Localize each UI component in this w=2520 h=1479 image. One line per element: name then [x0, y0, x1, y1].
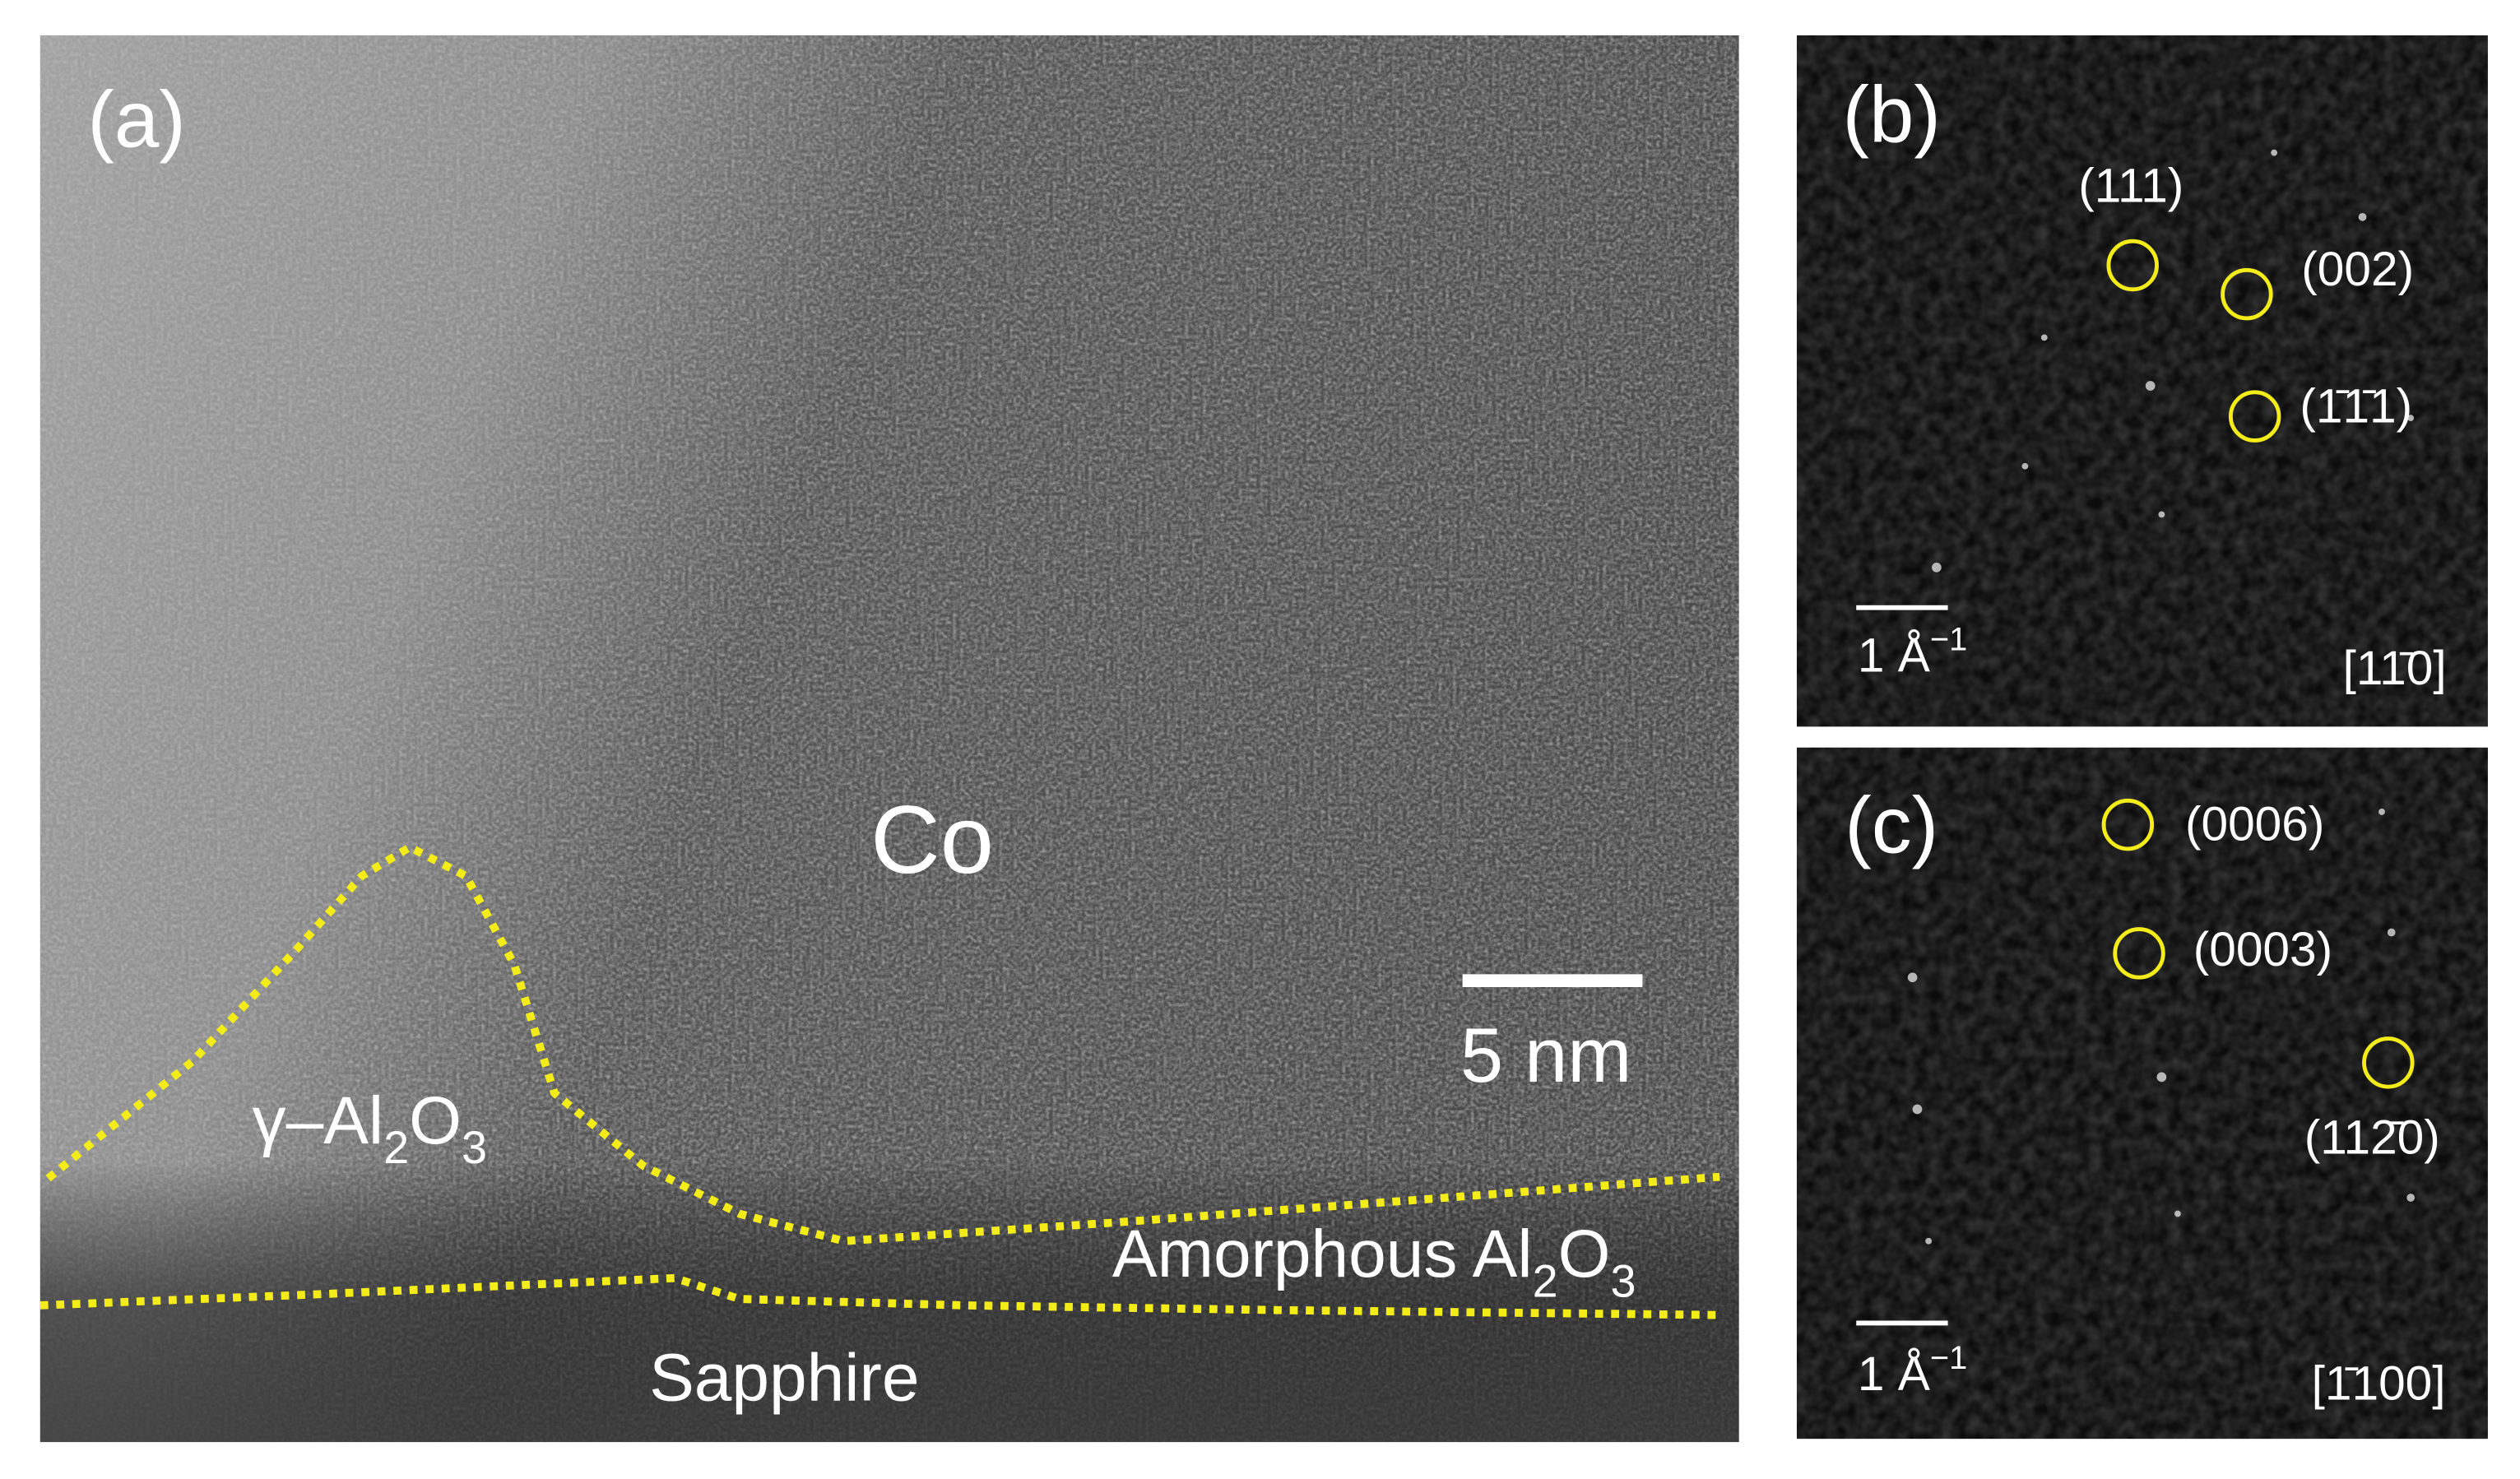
spot-markers [2106, 239, 2281, 443]
text-part: (111) [2078, 160, 2184, 213]
text-part: (a) [87, 74, 185, 164]
text-part: 2 [1533, 1254, 1558, 1306]
panel-b: (b) (111) (002) (1̄1̄1) 1 Å−1 [11̄0] [1796, 35, 2488, 727]
spot-label: (002) [2301, 243, 2414, 297]
spot-markers [2101, 798, 2415, 1089]
scale-label: 1 Å−1 [1858, 621, 1967, 683]
text-part: (002) [2301, 243, 2414, 297]
phase-label: Co [870, 786, 994, 893]
phase-label: Amorphous Al2O3 [1112, 1217, 1636, 1307]
text-part: −1 [1930, 621, 1967, 657]
spots [1932, 149, 2415, 573]
text-part: (c) [1845, 780, 1938, 869]
diffraction-texture [1796, 35, 2488, 727]
text-part: 1 Å [1858, 1347, 1930, 1401]
text-part: [11̄0] [2343, 642, 2447, 695]
micrograph-shade [39, 35, 1739, 1443]
text-part: −1 [1930, 1339, 1967, 1375]
spot-label: (1̄1̄1) [2300, 380, 2412, 434]
text-part: Amorphous Al [1112, 1217, 1533, 1291]
panel-label: (c) [1845, 780, 1938, 869]
text-part: 3 [1610, 1254, 1636, 1306]
spot-label: (111) [2078, 160, 2184, 213]
text-part: γ–Al [253, 1083, 384, 1158]
zone-axis-label: [1̄100] [2312, 1357, 2446, 1411]
panel-label: (b) [1843, 69, 1941, 159]
panel-label: (a) [87, 74, 185, 164]
text-part: 5 nm [1460, 1012, 1631, 1098]
phase-label: Sapphire [649, 1340, 919, 1415]
spot-label: (112̄0) [2304, 1111, 2440, 1165]
text-part: (1̄1̄1) [2300, 380, 2412, 434]
text-part: Sapphire [649, 1340, 919, 1415]
zone-axis-label: [11̄0] [2343, 642, 2447, 695]
text-part: O [409, 1083, 462, 1158]
phase-label: γ–Al2O3 [253, 1083, 487, 1174]
text-part: 1 Å [1858, 629, 1930, 683]
text-part: (0003) [2193, 923, 2332, 976]
text-part: [1̄100] [2312, 1357, 2446, 1411]
scale-label: 1 Å−1 [1858, 1339, 1967, 1401]
text-part: 2 [383, 1121, 409, 1173]
spot-label: (0003) [2193, 923, 2332, 976]
text-part: (b) [1843, 69, 1941, 159]
spots [1907, 809, 2416, 1245]
panel-c: (c) (0006) (0003) (112̄0) 1 Å−1 [1̄100] [1796, 747, 2488, 1440]
text-part: 3 [462, 1121, 487, 1173]
text-part: (0006) [2185, 798, 2324, 851]
scale-label: 5 nm [1460, 1012, 1631, 1098]
spot-label: (0006) [2185, 798, 2324, 851]
text-part: Co [870, 786, 994, 893]
text-part: (112̄0) [2304, 1111, 2440, 1165]
boundary-line [45, 842, 1720, 1245]
text-part: O [1558, 1217, 1611, 1291]
